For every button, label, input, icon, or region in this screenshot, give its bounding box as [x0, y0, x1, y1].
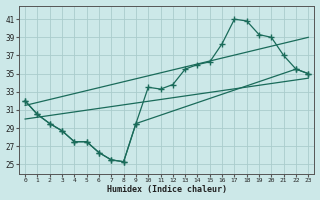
X-axis label: Humidex (Indice chaleur): Humidex (Indice chaleur) [107, 185, 227, 194]
